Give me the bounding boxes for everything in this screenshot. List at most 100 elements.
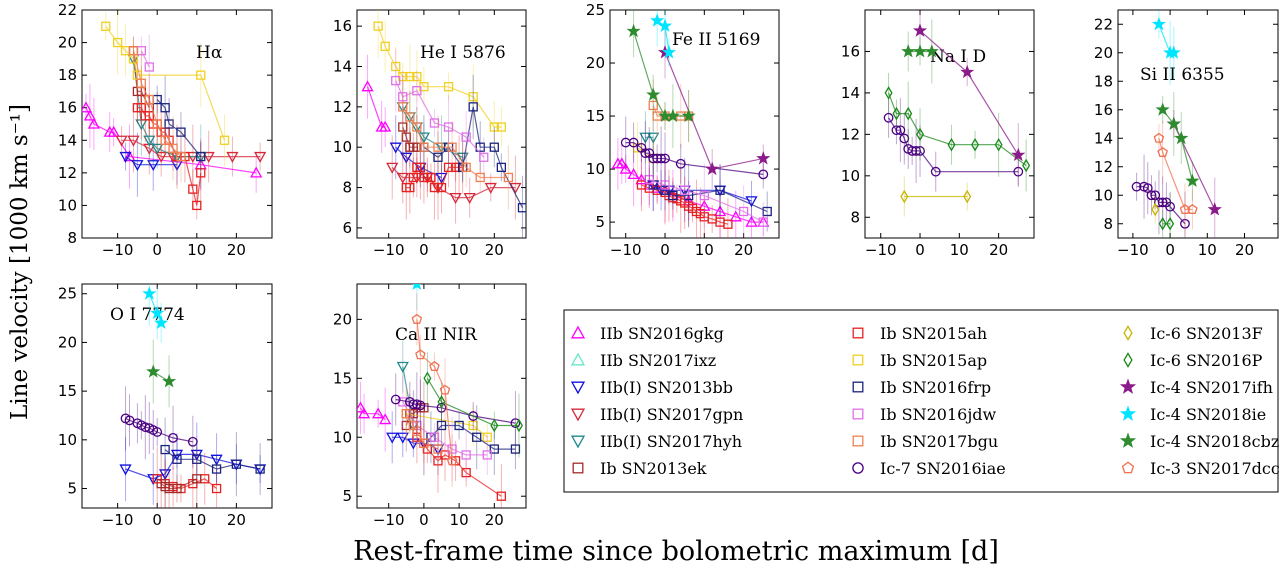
- data-point: [426, 172, 436, 183]
- data-point: [482, 432, 492, 442]
- series-f13: [900, 176, 972, 217]
- x-tick-label: 0: [915, 241, 925, 259]
- data-point: [443, 122, 454, 132]
- data-point: [440, 450, 450, 460]
- series-jdw: [136, 35, 154, 99]
- y-tick-label: 10: [841, 167, 860, 185]
- data-point: [415, 349, 426, 360]
- data-point: [412, 71, 422, 82]
- data-point: [756, 151, 771, 165]
- data-point: [468, 411, 479, 421]
- legend-entry: Ib SN2016jdw: [852, 405, 997, 424]
- data-point: [468, 102, 478, 112]
- data-point: [627, 168, 640, 180]
- data-point: [429, 360, 440, 372]
- data-point: [172, 454, 182, 464]
- panel-title: Ca II NIR: [395, 325, 478, 345]
- legend-entry: IIb SN2017ixz: [570, 351, 716, 370]
- data-point: [510, 418, 521, 429]
- y-tick-label: 14: [841, 84, 860, 102]
- y-tick-label: 10: [333, 138, 352, 156]
- series-iae: [390, 372, 521, 456]
- data-point: [681, 108, 696, 123]
- data-point: [745, 215, 758, 227]
- data-point: [713, 205, 727, 217]
- series-line: [888, 117, 1019, 173]
- data-point: [1157, 147, 1168, 157]
- series-line: [1162, 109, 1193, 182]
- data-point: [915, 146, 925, 156]
- data-point: [489, 444, 499, 454]
- x-tick-label: 20: [485, 511, 504, 529]
- data-point: [152, 427, 163, 437]
- data-point: [447, 142, 457, 152]
- y-tick-label: 16: [333, 17, 352, 35]
- data-point: [396, 361, 409, 373]
- x-tick-label: 0: [1165, 241, 1175, 259]
- data-point: [639, 132, 652, 144]
- data-point: [142, 286, 157, 300]
- y-tick-label: 14: [1094, 129, 1113, 147]
- data-point: [723, 219, 733, 229]
- data-point: [101, 21, 111, 31]
- data-point: [176, 151, 186, 162]
- y-tick-label: 8: [342, 179, 352, 197]
- data-point: [433, 456, 443, 466]
- data-point: [660, 153, 670, 164]
- data-point: [162, 373, 177, 388]
- data-point: [1022, 158, 1031, 173]
- data-point: [433, 152, 443, 162]
- legend-label: Ib SN2015ah: [880, 324, 987, 343]
- data-point: [196, 151, 206, 162]
- data-point: [83, 109, 97, 121]
- series-line: [402, 106, 509, 179]
- panel-title: O I 7774: [110, 305, 185, 325]
- data-point: [435, 172, 448, 184]
- legend-marker: [570, 408, 586, 422]
- y-tick-label: 10: [586, 160, 605, 178]
- data-point: [648, 100, 658, 111]
- data-point: [386, 432, 399, 444]
- y-tick-label: 22: [1094, 15, 1113, 33]
- data-point: [389, 142, 402, 154]
- data-point: [219, 135, 230, 145]
- data-point: [211, 483, 222, 494]
- data-point: [1165, 201, 1175, 212]
- data-point: [619, 162, 632, 174]
- data-point: [1011, 147, 1026, 162]
- x-tick-label: 20: [734, 241, 753, 259]
- data-point: [1151, 16, 1167, 31]
- series-line: [377, 25, 502, 128]
- x-tick-label: 20: [1235, 241, 1254, 259]
- data-point: [665, 108, 680, 123]
- data-point: [255, 464, 265, 474]
- legend-label: Ic-4 SN2017ifh: [1150, 378, 1273, 397]
- data-point: [1166, 116, 1181, 130]
- data-point: [144, 62, 154, 72]
- data-point: [379, 413, 392, 425]
- legend-marker: [570, 352, 586, 366]
- data-point: [650, 13, 665, 27]
- data-point: [172, 483, 182, 494]
- data-point: [883, 112, 894, 123]
- panel-frame: [81, 283, 273, 509]
- panel-0: −10 0 10 20 8 10 12 14 16 18 20 22 Hα: [58, 1, 273, 259]
- legend-label: IIb SN2017ixz: [600, 351, 716, 370]
- series-line: [649, 179, 764, 223]
- data-point: [405, 182, 415, 193]
- data-point: [443, 82, 454, 92]
- panel-6: −10 0 10 20 5 10 15 20 Ca II NIR: [333, 283, 527, 529]
- data-point: [489, 122, 499, 132]
- data-point: [960, 64, 975, 79]
- data-point: [1180, 218, 1190, 229]
- data-point: [447, 444, 457, 454]
- y-tick-label: 10: [333, 428, 352, 446]
- data-point: [400, 152, 413, 164]
- series-bgu: [401, 387, 443, 476]
- y-tick-label: 15: [58, 382, 77, 400]
- series-line: [426, 377, 519, 427]
- x-tick-label: −10: [1117, 241, 1149, 259]
- data-point: [660, 185, 670, 195]
- legend-label: Ic-7 SN2016iae: [880, 459, 1006, 478]
